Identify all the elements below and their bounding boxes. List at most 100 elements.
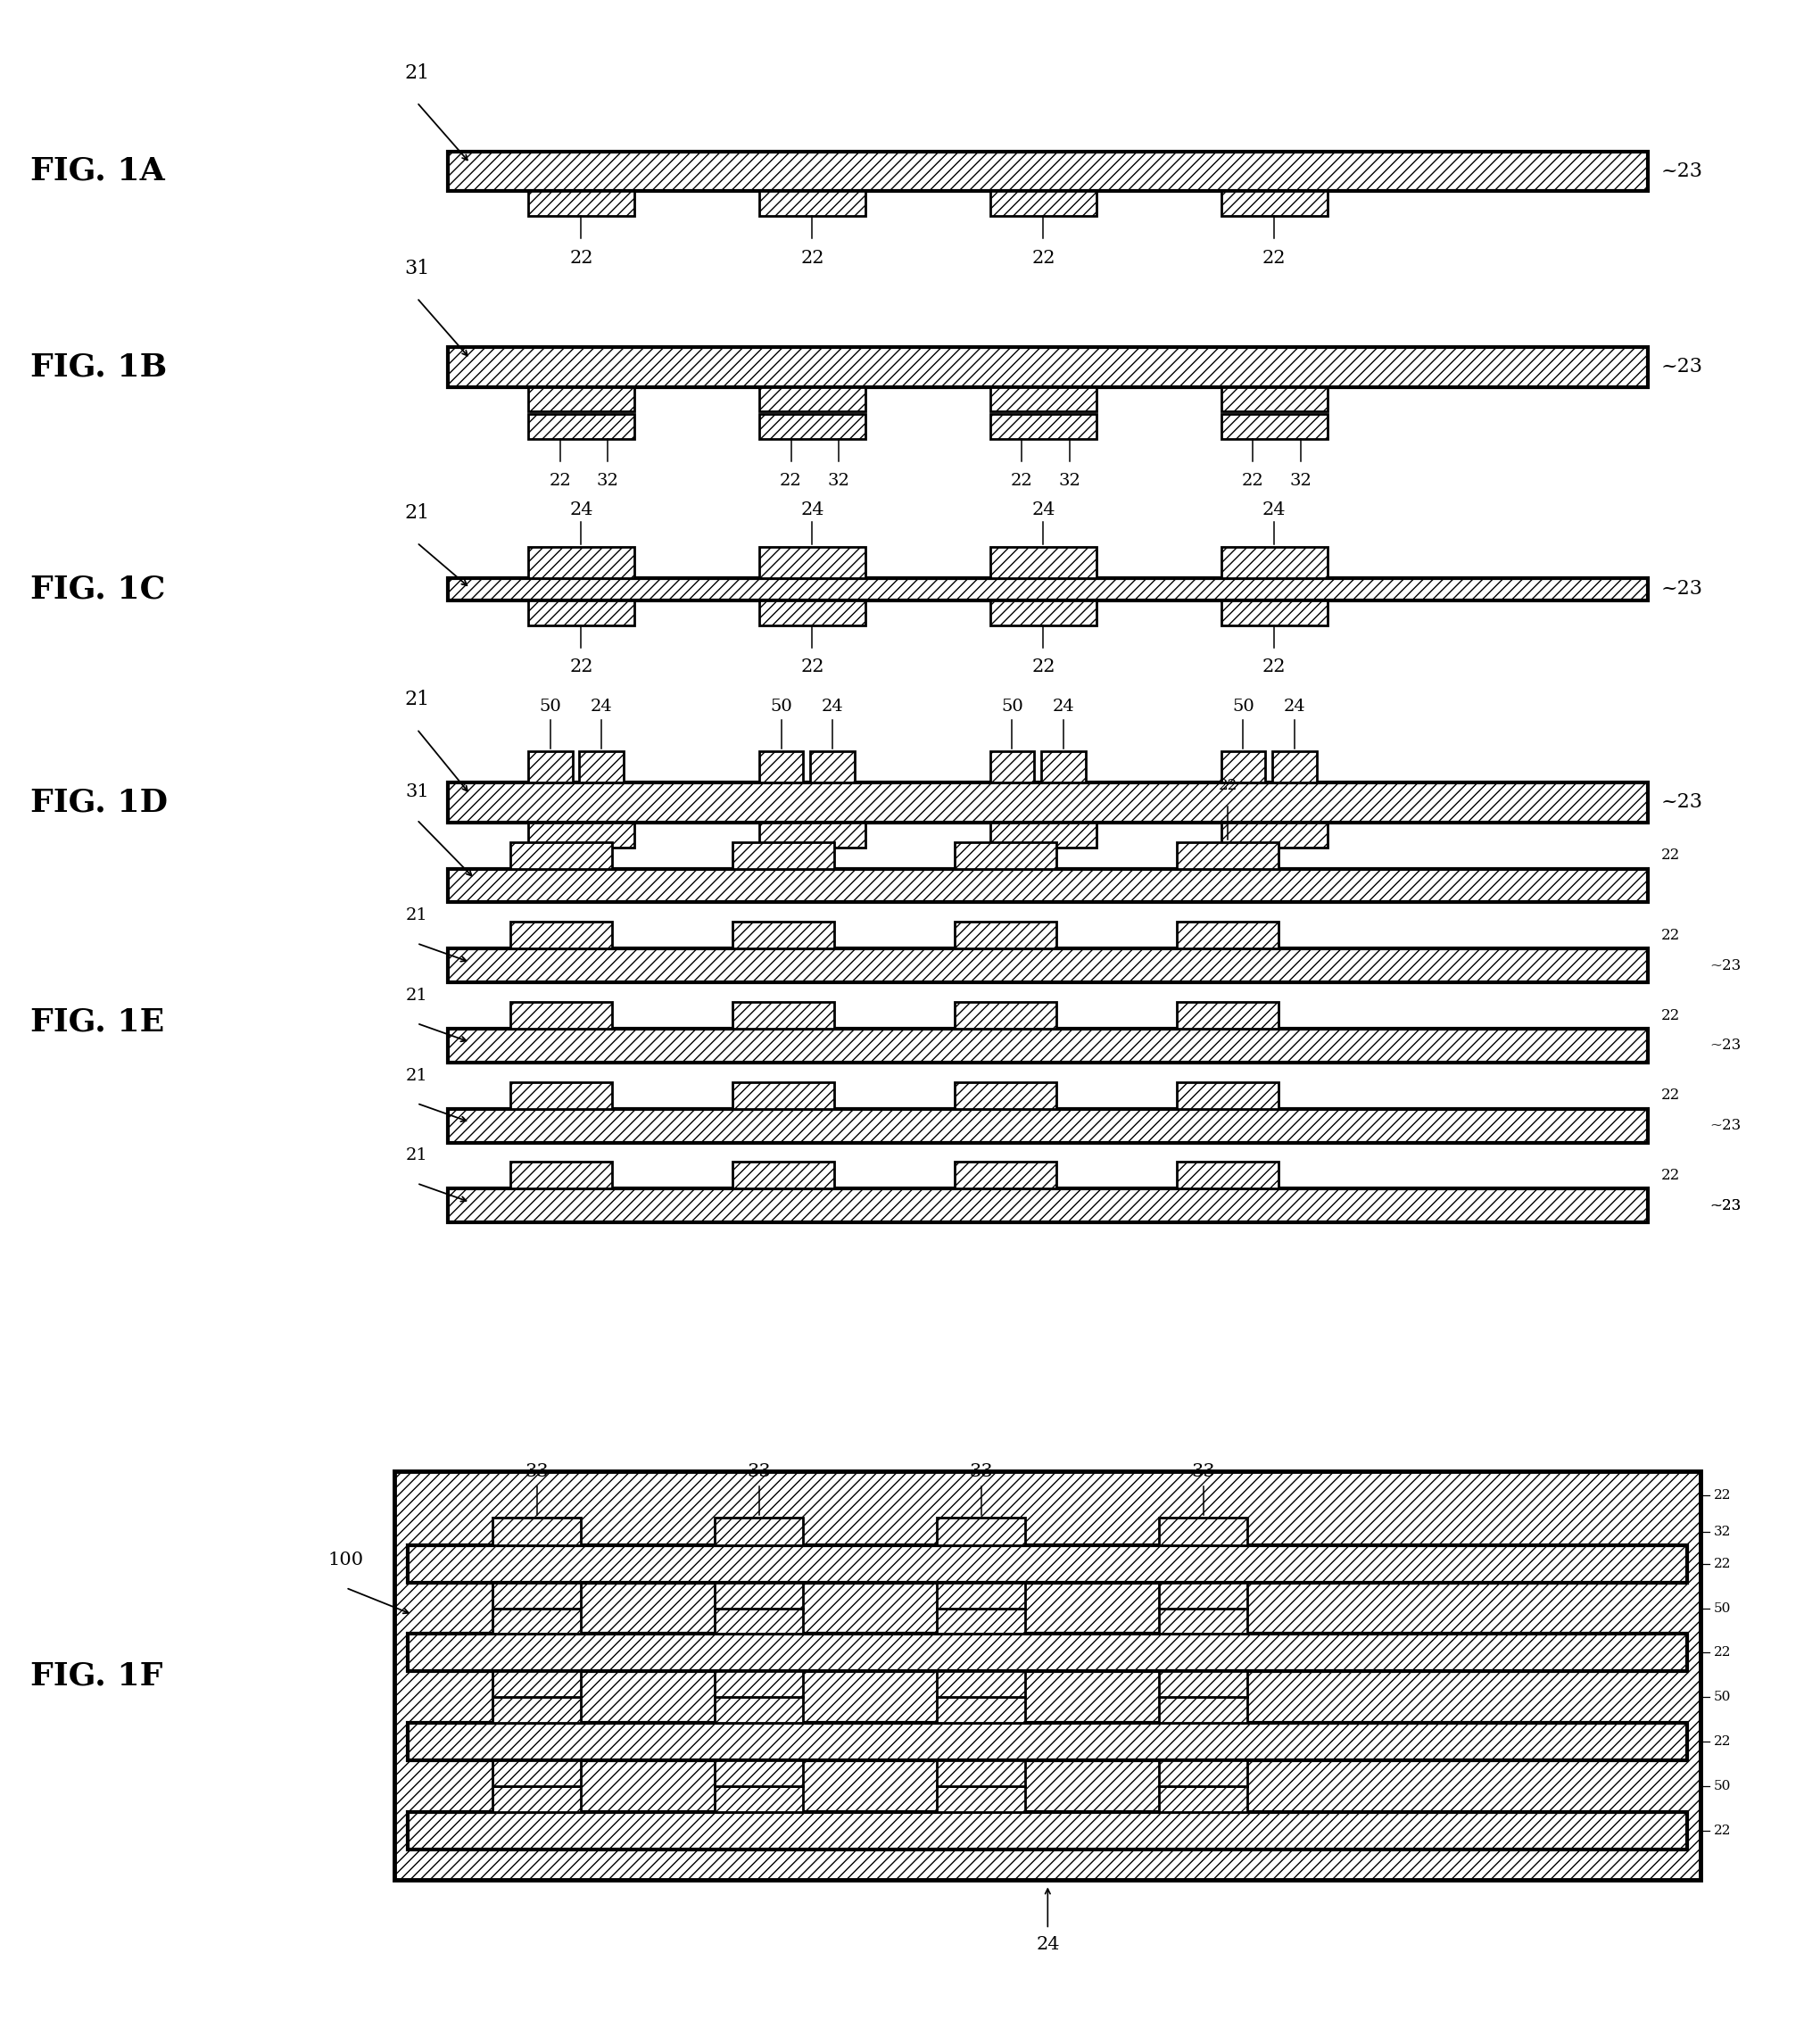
Text: 50: 50 (1714, 1780, 1732, 1793)
Text: 22: 22 (548, 472, 570, 489)
Bar (990, 601, 1097, 625)
Bar (732, 842, 835, 869)
Bar (714, 1760, 803, 1786)
Bar (1158, 1609, 1248, 1633)
Bar (492, 1786, 581, 1811)
Text: 50: 50 (1232, 699, 1254, 715)
Bar (511, 922, 612, 948)
Bar (447, 783, 1647, 822)
Text: ~23: ~23 (1710, 959, 1741, 973)
Bar (1272, 752, 1317, 783)
Bar (1221, 415, 1328, 439)
Text: 22: 22 (570, 658, 594, 677)
Bar (954, 922, 1057, 948)
Text: 24: 24 (1032, 501, 1055, 519)
Text: 24: 24 (1054, 699, 1075, 715)
Bar (714, 1609, 803, 1633)
Bar (714, 1582, 803, 1609)
Text: 24: 24 (570, 501, 594, 519)
Bar (936, 1672, 1025, 1697)
Bar (1221, 752, 1265, 783)
Text: 22: 22 (1661, 848, 1680, 863)
Bar (1176, 922, 1279, 948)
Bar (1221, 548, 1328, 578)
Bar (408, 1811, 1687, 1850)
Bar (447, 869, 1647, 903)
Text: FIG. 1F: FIG. 1F (31, 1660, 162, 1690)
Bar (492, 1760, 581, 1786)
Bar (732, 1002, 835, 1028)
Bar (492, 1672, 581, 1697)
Text: 24: 24 (1284, 699, 1306, 715)
Bar (732, 1161, 835, 1190)
Bar (1041, 752, 1086, 783)
Text: 33: 33 (747, 1464, 770, 1480)
Bar (954, 1081, 1057, 1108)
Bar (936, 1519, 1025, 1545)
Text: 22: 22 (1263, 881, 1286, 897)
Bar (529, 822, 635, 848)
Text: 22: 22 (1241, 472, 1265, 489)
Text: FIG. 1D: FIG. 1D (31, 787, 168, 818)
Bar (492, 1697, 581, 1723)
Text: 24: 24 (1035, 1936, 1059, 1952)
Bar (447, 1108, 1647, 1143)
Text: 50: 50 (1001, 699, 1023, 715)
Text: 21: 21 (404, 503, 429, 523)
Text: FIG. 1E: FIG. 1E (31, 1008, 164, 1038)
Text: 22: 22 (1661, 1087, 1680, 1104)
Bar (990, 548, 1097, 578)
Bar (579, 752, 624, 783)
Bar (447, 347, 1647, 386)
Bar (954, 842, 1057, 869)
Text: 22: 22 (801, 881, 824, 897)
Bar (759, 415, 866, 439)
Bar (447, 151, 1647, 192)
Text: 22: 22 (1263, 658, 1286, 677)
Bar (714, 1786, 803, 1811)
Text: FIG. 1C: FIG. 1C (31, 574, 166, 605)
Bar (1158, 1519, 1248, 1545)
Bar (1221, 386, 1328, 411)
Bar (492, 1519, 581, 1545)
Text: 22: 22 (1218, 779, 1238, 793)
Bar (529, 192, 635, 217)
Bar (990, 415, 1097, 439)
Bar (1176, 1161, 1279, 1190)
Text: 21: 21 (406, 987, 428, 1004)
Text: 50: 50 (770, 699, 792, 715)
Bar (759, 192, 866, 217)
Text: 21: 21 (406, 908, 428, 924)
Bar (395, 1472, 1701, 1880)
Text: 33: 33 (525, 1464, 548, 1480)
Text: 22: 22 (570, 881, 594, 897)
Bar (492, 1609, 581, 1633)
Bar (529, 386, 635, 411)
Text: 21: 21 (404, 691, 429, 709)
Bar (759, 752, 803, 783)
Text: ~23: ~23 (1661, 793, 1703, 811)
Text: ~23: ~23 (1661, 358, 1703, 376)
Text: 31: 31 (404, 783, 429, 799)
Bar (759, 386, 866, 411)
Text: 32: 32 (828, 472, 850, 489)
Text: 24: 24 (801, 501, 824, 519)
Text: 33: 33 (969, 1464, 992, 1480)
Bar (990, 822, 1097, 848)
Text: 22: 22 (1661, 1167, 1680, 1183)
Text: 50: 50 (1714, 1690, 1732, 1703)
Bar (990, 192, 1097, 217)
Bar (1158, 1697, 1248, 1723)
Text: 22: 22 (1032, 249, 1055, 268)
Bar (1176, 1002, 1279, 1028)
Text: 22: 22 (1714, 1558, 1732, 1570)
Bar (936, 1760, 1025, 1786)
Bar (1221, 822, 1328, 848)
Text: 24: 24 (1263, 501, 1286, 519)
Bar (529, 415, 635, 439)
Bar (511, 842, 612, 869)
Text: 22: 22 (801, 249, 824, 268)
Bar (954, 1002, 1057, 1028)
Text: 22: 22 (1661, 928, 1680, 942)
Text: 21: 21 (406, 1149, 428, 1163)
